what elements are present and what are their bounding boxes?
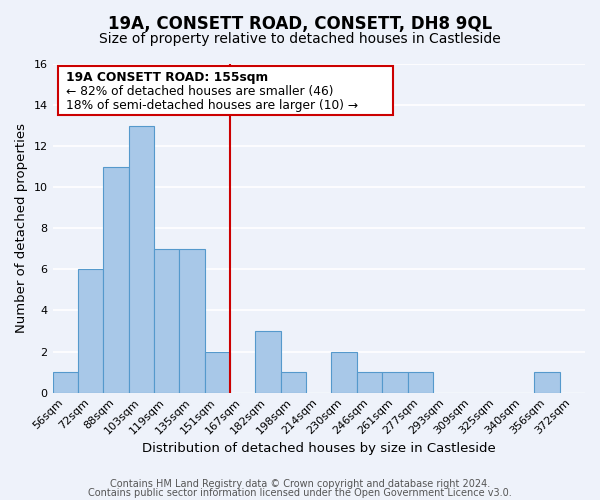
Bar [53, 372, 78, 392]
Bar [534, 372, 560, 392]
Bar [78, 270, 103, 392]
Bar [331, 352, 357, 393]
Y-axis label: Number of detached properties: Number of detached properties [15, 124, 28, 334]
Text: 19A, CONSETT ROAD, CONSETT, DH8 9QL: 19A, CONSETT ROAD, CONSETT, DH8 9QL [108, 15, 492, 33]
Bar [382, 372, 407, 392]
X-axis label: Distribution of detached houses by size in Castleside: Distribution of detached houses by size … [142, 442, 496, 455]
Bar [281, 372, 306, 392]
Bar [256, 331, 281, 392]
Text: ← 82% of detached houses are smaller (46): ← 82% of detached houses are smaller (46… [66, 84, 334, 98]
Text: Size of property relative to detached houses in Castleside: Size of property relative to detached ho… [99, 32, 501, 46]
Bar [154, 249, 179, 392]
Bar [357, 372, 382, 392]
Text: Contains public sector information licensed under the Open Government Licence v3: Contains public sector information licen… [88, 488, 512, 498]
Bar [103, 166, 128, 392]
Text: 19A CONSETT ROAD: 155sqm: 19A CONSETT ROAD: 155sqm [66, 71, 268, 84]
Text: Contains HM Land Registry data © Crown copyright and database right 2024.: Contains HM Land Registry data © Crown c… [110, 479, 490, 489]
Bar [205, 352, 230, 393]
FancyBboxPatch shape [58, 66, 394, 115]
Bar [407, 372, 433, 392]
Text: 18% of semi-detached houses are larger (10) →: 18% of semi-detached houses are larger (… [66, 98, 358, 112]
Bar [179, 249, 205, 392]
Bar [128, 126, 154, 392]
